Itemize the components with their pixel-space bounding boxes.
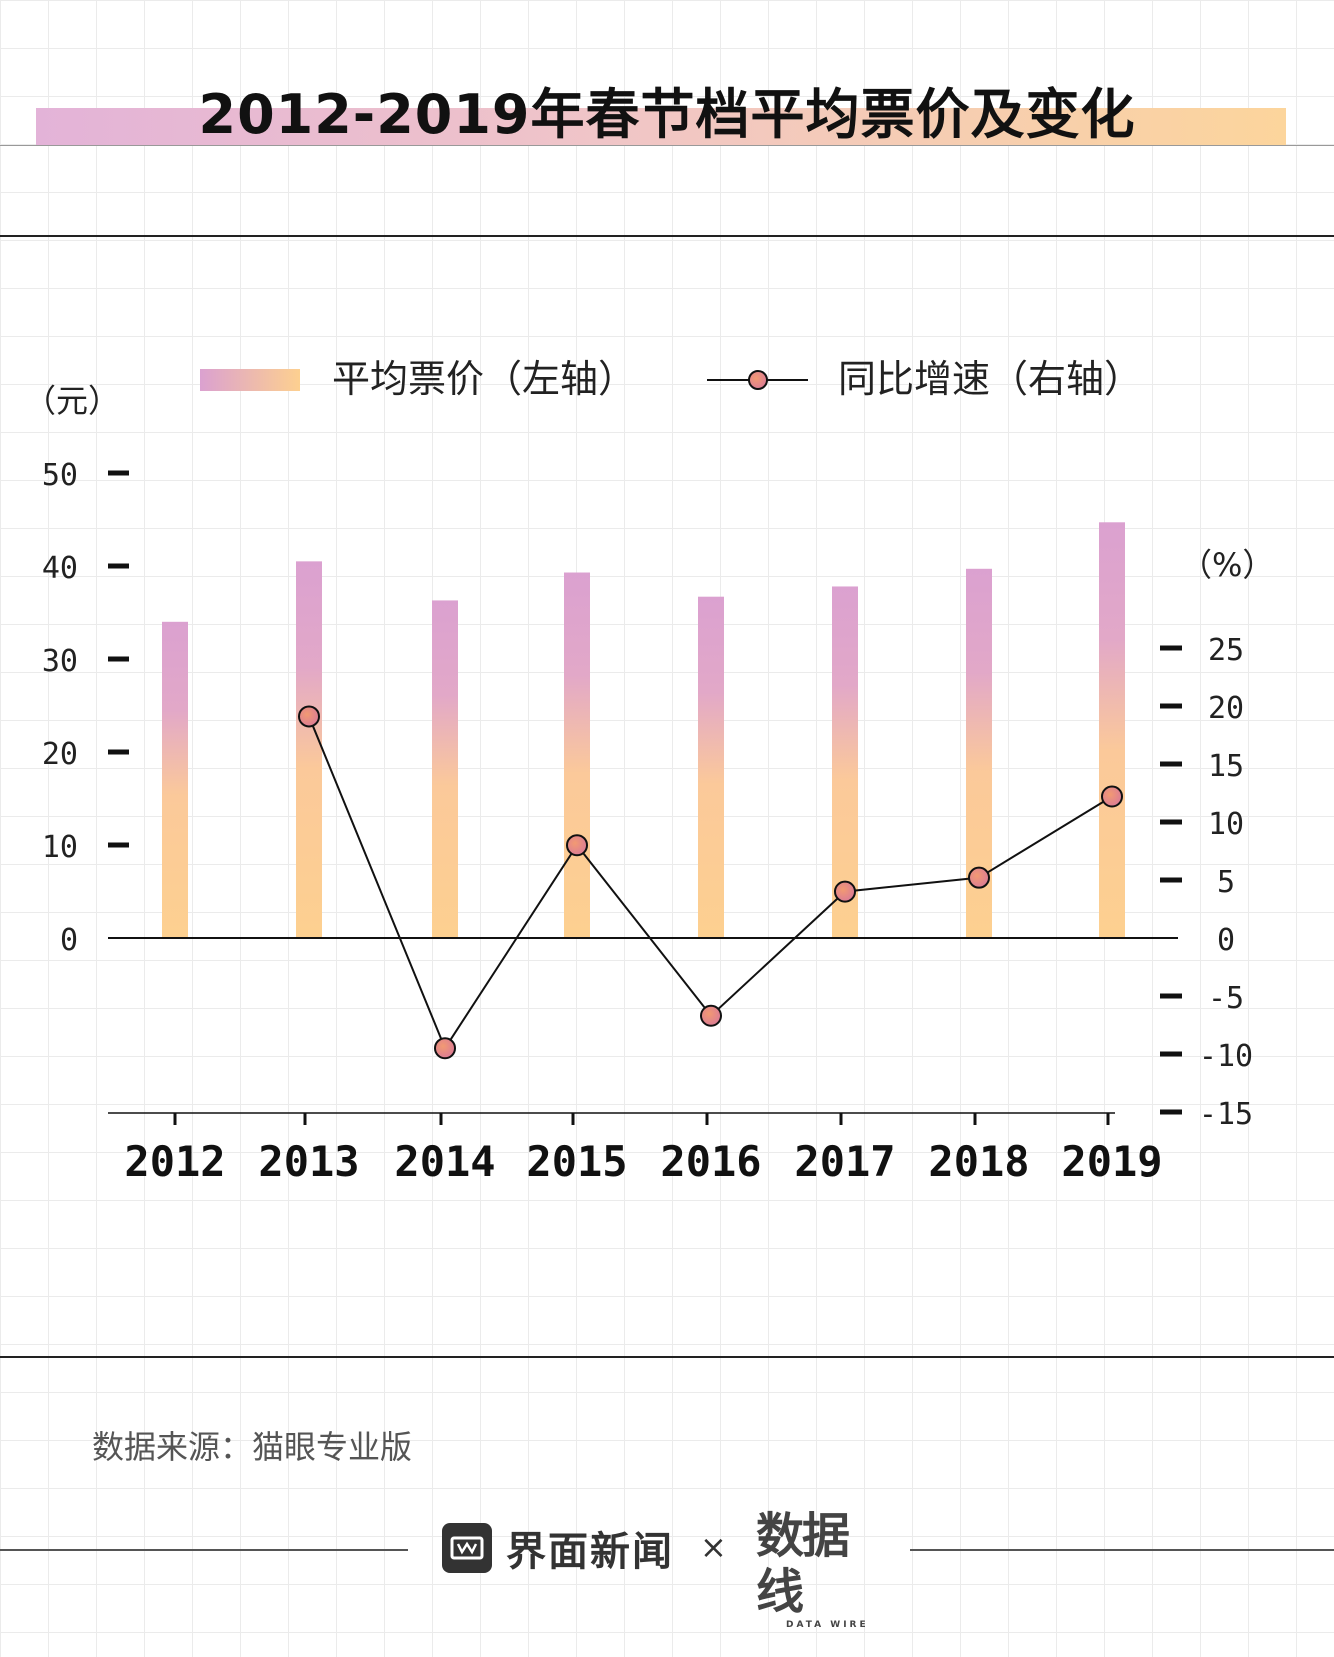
x-tick-label: 2012	[124, 1137, 225, 1186]
footer-line-left	[0, 1549, 408, 1551]
legend-bar-label: 平均票价（左轴）	[332, 357, 636, 401]
chart-title: 2012-2019年春节档平均票价及变化	[198, 83, 1136, 146]
left-tick-label: 50	[42, 458, 78, 493]
title-highlight-band	[36, 108, 1286, 146]
jiemian-brand: 界面新闻	[442, 1518, 674, 1578]
growth-point	[566, 834, 588, 857]
left-axis-ticks: 0 10 20 30 40 50	[42, 458, 129, 958]
growth-line-series	[298, 705, 1123, 1060]
data-source: 数据来源：猫眼专业版	[92, 1428, 413, 1466]
legend-line-marker	[748, 370, 768, 390]
growth-point	[968, 866, 990, 889]
left-tick-label: 10	[42, 830, 78, 865]
right-axis-ticks: 25 20 15 10 5 0 -5 -10 -15	[1160, 633, 1253, 1132]
data-wire-logo-text: 数据线	[756, 1508, 850, 1620]
legend-line-label: 同比增速（右轴）	[838, 357, 1142, 401]
left-axis-unit: （元）	[24, 382, 120, 420]
jiemian-logo-icon	[442, 1523, 492, 1573]
legend-bar-swatch	[200, 369, 300, 391]
price-bar	[162, 621, 188, 938]
growth-point	[834, 880, 856, 903]
right-tick-label: 0	[1217, 923, 1235, 958]
left-tick-label: 0	[60, 923, 78, 958]
price-bar	[1099, 522, 1125, 938]
data-wire-logo: 数据线 DATA WIRE	[756, 1508, 878, 1630]
x-tick-label: 2014	[394, 1137, 495, 1186]
right-tick-label: -15	[1199, 1097, 1253, 1132]
x-tick-label: 2013	[258, 1137, 359, 1186]
price-bar	[432, 600, 458, 938]
growth-point	[434, 1037, 456, 1060]
left-tick-label: 30	[42, 644, 78, 679]
growth-point	[1101, 785, 1123, 808]
right-tick-label: 5	[1217, 865, 1235, 900]
price-bar	[698, 596, 724, 938]
footer-divider	[0, 1356, 1334, 1358]
x-tick-label: 2017	[794, 1137, 895, 1186]
right-tick-label: 15	[1208, 749, 1244, 784]
price-bar	[296, 561, 322, 938]
title-underline	[0, 145, 1334, 146]
data-wire-logo-sub: DATA WIRE	[786, 1620, 869, 1630]
right-axis-unit: （%）	[1180, 546, 1274, 584]
header-divider	[0, 235, 1334, 237]
right-tick-label: 25	[1208, 633, 1244, 668]
x-axis-ticks: 2012 2013 2014 2015 2016 2017 2018 2019	[124, 1113, 1163, 1186]
x-tick-label: 2016	[660, 1137, 761, 1186]
x-tick-label: 2019	[1061, 1137, 1162, 1186]
right-tick-label: 20	[1208, 691, 1244, 726]
cross-symbol: ×	[700, 1528, 727, 1566]
left-tick-label: 20	[42, 737, 78, 772]
growth-point	[700, 1004, 722, 1027]
brand-name: 界面新闻	[506, 1529, 674, 1575]
right-tick-label: 10	[1208, 807, 1244, 842]
right-tick-label: -10	[1199, 1039, 1253, 1074]
bar-series	[162, 522, 1125, 938]
x-tick-label: 2018	[928, 1137, 1029, 1186]
growth-point	[298, 705, 320, 728]
footer-line-right	[910, 1549, 1334, 1551]
price-bar	[832, 586, 858, 938]
x-tick-label: 2015	[526, 1137, 627, 1186]
right-tick-label: -5	[1208, 981, 1244, 1016]
left-tick-label: 40	[42, 551, 78, 586]
price-bar	[564, 572, 590, 938]
